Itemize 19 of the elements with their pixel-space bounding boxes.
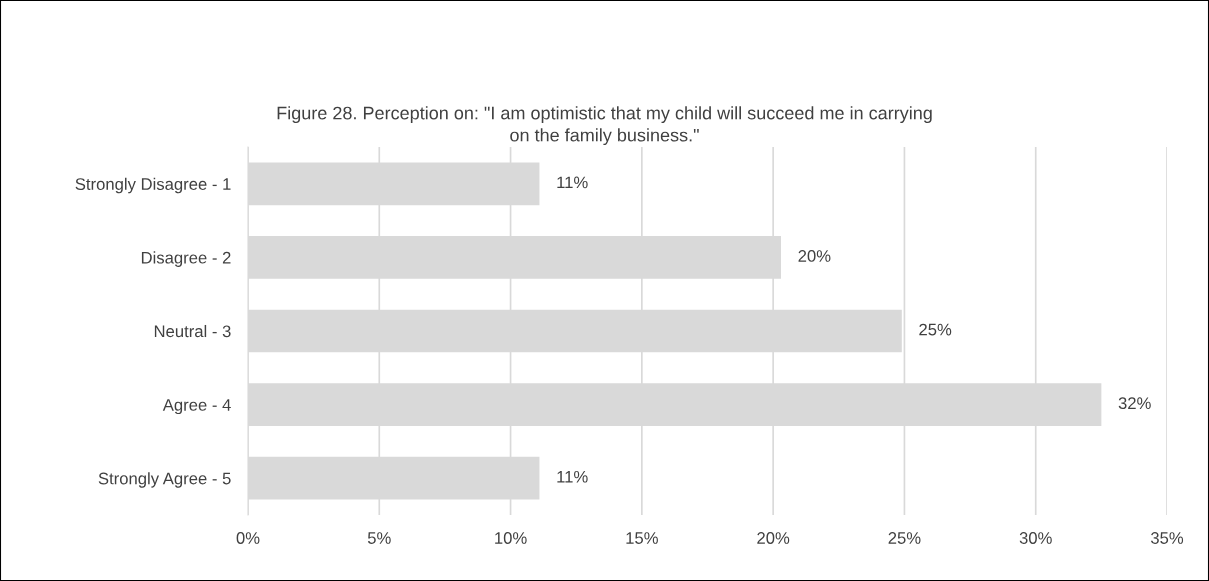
x-tick-label: 30%	[1019, 532, 1052, 544]
x-tick-label: 0%	[236, 532, 260, 544]
chart-title: Figure 28. Perception on: "I am optimistic that my child will succeed me in carrying on the family business."	[277, 106, 932, 146]
data-label: 11%	[557, 176, 588, 189]
x-tick-label: 10%	[495, 532, 527, 544]
data-label: 11%	[557, 470, 588, 483]
y-tick-label: Strongly Agree - 5	[98, 472, 231, 488]
x-tick-label: 5%	[367, 532, 391, 544]
y-tick-label: Disagree - 2	[141, 251, 231, 267]
x-tick-label: 15%	[626, 532, 658, 544]
data-label: 32%	[1118, 397, 1151, 410]
y-tick-label: Neutral - 3	[154, 324, 231, 338]
x-tick-label: 35%	[1150, 532, 1184, 544]
x-tick-label: 20%	[757, 532, 790, 544]
data-label: 20%	[798, 250, 831, 262]
y-tick-label: Agree - 4	[162, 399, 231, 415]
data-label: 25%	[919, 323, 952, 336]
x-tick-label: 25%	[888, 532, 921, 544]
y-tick-label: Strongly Disagree - 1	[75, 177, 231, 194]
